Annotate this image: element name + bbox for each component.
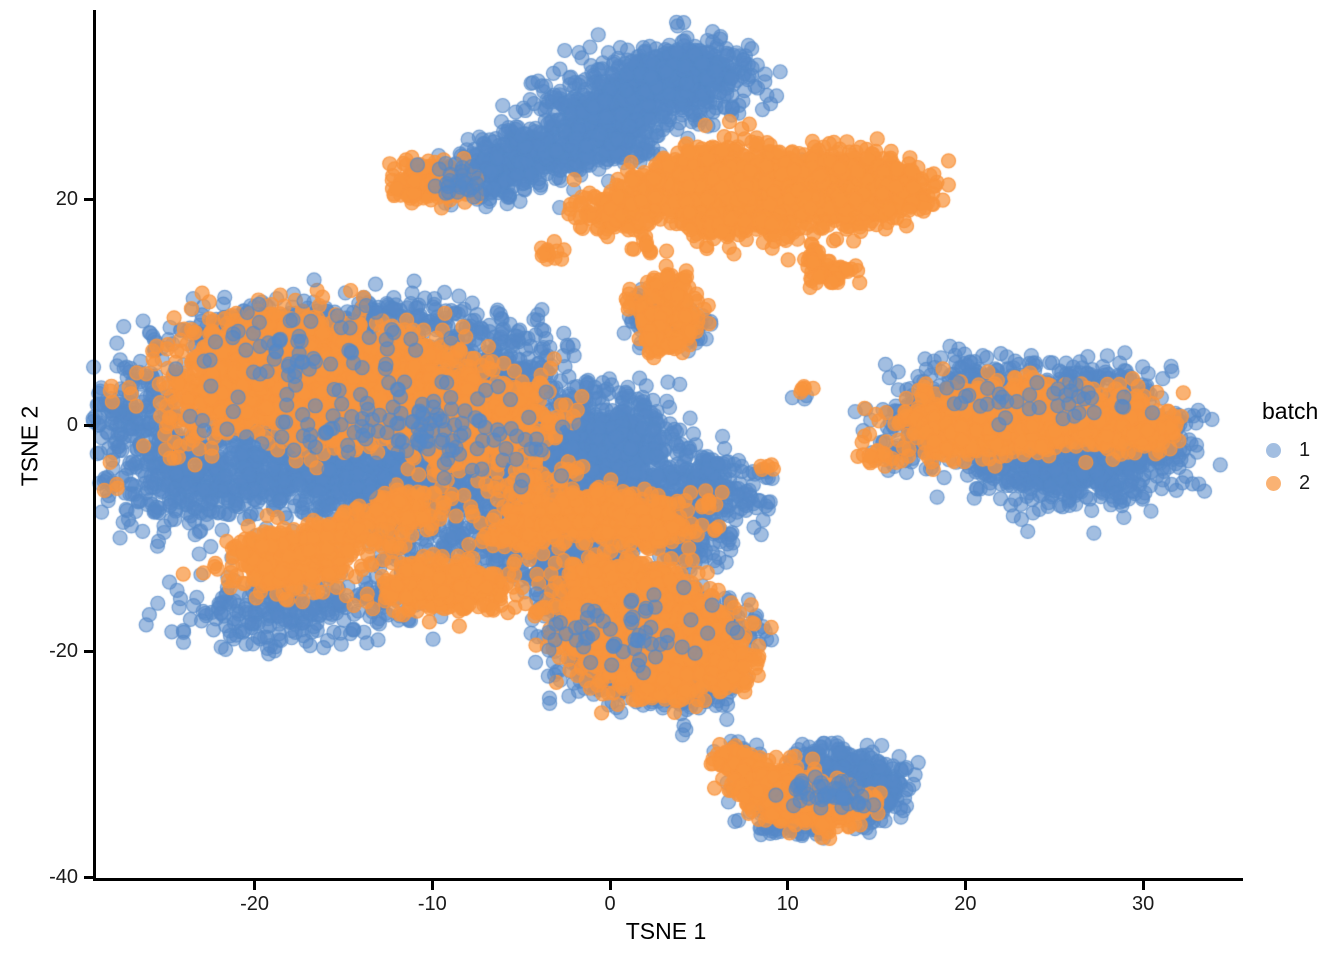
- y-axis-line: [93, 10, 96, 881]
- legend-title: batch: [1262, 398, 1319, 424]
- y-tick-mark: [84, 423, 93, 427]
- x-tick-label: -10: [417, 893, 447, 915]
- x-tick-mark: [430, 881, 434, 890]
- legend-swatch-icon: [1266, 442, 1281, 458]
- y-axis-title: TSNE 2: [16, 405, 43, 487]
- x-tick-mark: [1141, 881, 1145, 890]
- x-tick-label: 20: [954, 893, 977, 915]
- x-tick-mark: [963, 881, 967, 890]
- x-tick-label: -20: [240, 893, 270, 915]
- y-tick-mark: [84, 197, 93, 201]
- x-tick-label: 10: [776, 893, 799, 915]
- legend-entry-label: 2: [1299, 471, 1311, 494]
- x-tick-mark: [608, 881, 612, 890]
- y-tick-mark: [84, 649, 93, 653]
- x-tick-label: 30: [1131, 893, 1155, 915]
- y-tick-label: -20: [49, 640, 78, 662]
- x-tick-mark: [253, 881, 257, 890]
- legend-entry: 1: [1258, 439, 1318, 461]
- y-tick-label: 20: [55, 188, 78, 210]
- legend-swatch-icon: [1266, 475, 1281, 491]
- x-tick-mark: [786, 881, 790, 890]
- y-tick-label: -40: [49, 866, 78, 888]
- x-tick-label: 0: [604, 893, 616, 915]
- legend-entry: 2: [1258, 472, 1318, 494]
- y-tick-label: 0: [66, 414, 78, 436]
- x-axis-line: [93, 878, 1243, 881]
- x-axis-title: TSNE 1: [625, 918, 707, 944]
- y-tick-mark: [84, 875, 93, 879]
- legend-entry-label: 1: [1299, 438, 1311, 461]
